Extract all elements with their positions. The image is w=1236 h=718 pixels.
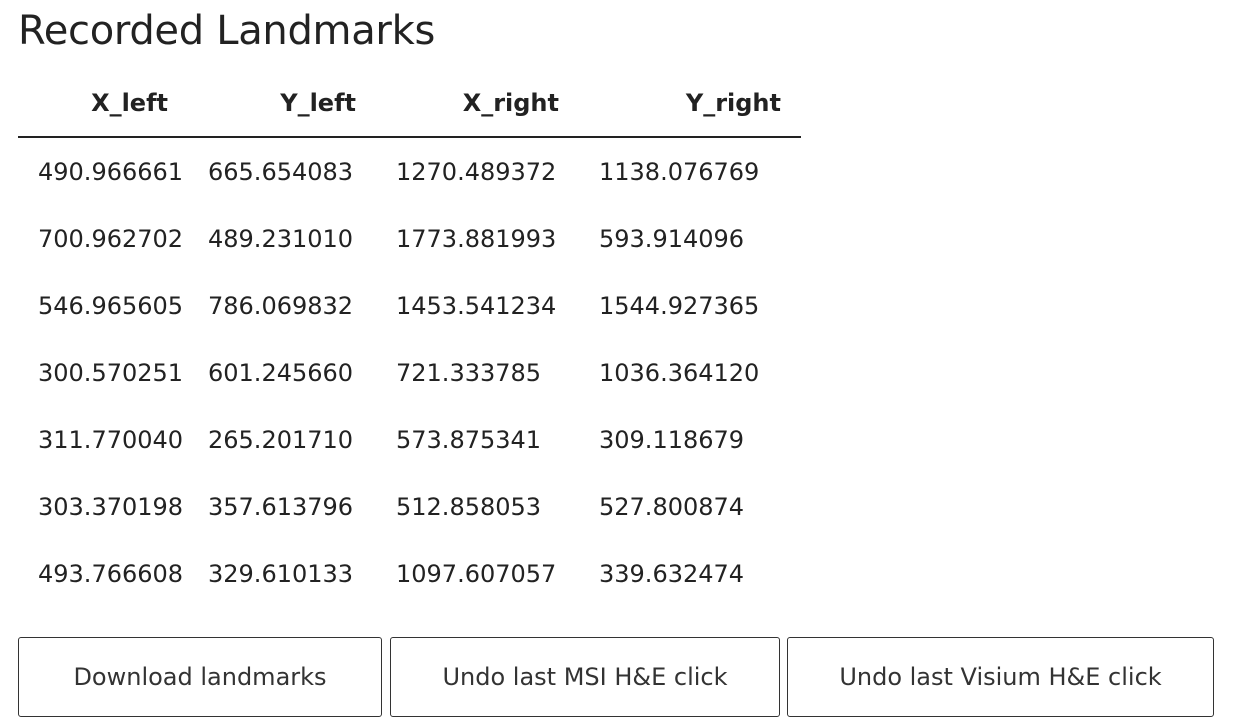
table-row: 311.770040 265.201710 573.875341 309.118… <box>18 406 801 473</box>
table-cell: 601.245660 <box>208 358 354 387</box>
table-cell: 1097.607057 <box>396 559 557 588</box>
table-row: 303.370198 357.613796 512.858053 527.800… <box>18 473 801 540</box>
table-cell: 311.770040 <box>38 425 184 454</box>
table-cell: 1453.541234 <box>396 291 557 320</box>
table-cell: 309.118679 <box>599 425 745 454</box>
column-header-y-left: Y_left <box>188 70 376 138</box>
table-cell: 1544.927365 <box>599 291 760 320</box>
table-cell: 573.875341 <box>396 425 542 454</box>
column-header-y-right: Y_right <box>579 70 801 138</box>
table-cell: 339.632474 <box>599 559 745 588</box>
table-cell: 786.069832 <box>208 291 354 320</box>
landmarks-table-container: X_left Y_left X_right Y_right 490.966661… <box>18 70 801 607</box>
table-cell: 493.766608 <box>38 559 184 588</box>
table-header-row: X_left Y_left X_right Y_right <box>18 70 801 138</box>
table-row: 493.766608 329.610133 1097.607057 339.63… <box>18 540 801 607</box>
table-row: 300.570251 601.245660 721.333785 1036.36… <box>18 339 801 406</box>
table-row: 700.962702 489.231010 1773.881993 593.91… <box>18 205 801 272</box>
table-cell: 489.231010 <box>208 224 354 253</box>
table-cell: 265.201710 <box>208 425 354 454</box>
table-cell: 490.966661 <box>38 157 184 186</box>
table-cell: 700.962702 <box>38 224 184 253</box>
table-cell: 721.333785 <box>396 358 542 387</box>
table-cell: 357.613796 <box>208 492 354 521</box>
undo-visium-click-button[interactable]: Undo last Visium H&E click <box>787 637 1214 717</box>
page-title: Recorded Landmarks <box>18 8 435 54</box>
table-cell: 303.370198 <box>38 492 184 521</box>
table-cell: 1773.881993 <box>396 224 557 253</box>
table-cell: 1036.364120 <box>599 358 760 387</box>
table-cell: 546.965605 <box>38 291 184 320</box>
undo-msi-click-button[interactable]: Undo last MSI H&E click <box>390 637 780 717</box>
column-header-x-left: X_left <box>18 70 188 138</box>
table-row: 546.965605 786.069832 1453.541234 1544.9… <box>18 272 801 339</box>
table-cell: 300.570251 <box>38 358 184 387</box>
table-cell: 1138.076769 <box>599 157 760 186</box>
table-row: 490.966661 665.654083 1270.489372 1138.0… <box>18 137 801 205</box>
table-cell: 329.610133 <box>208 559 354 588</box>
column-header-x-right: X_right <box>376 70 579 138</box>
table-cell: 665.654083 <box>208 157 354 186</box>
table-cell: 512.858053 <box>396 492 542 521</box>
download-landmarks-button[interactable]: Download landmarks <box>18 637 382 717</box>
table-cell: 1270.489372 <box>396 157 557 186</box>
landmarks-table: X_left Y_left X_right Y_right 490.966661… <box>18 70 801 607</box>
table-cell: 593.914096 <box>599 224 745 253</box>
table-cell: 527.800874 <box>599 492 745 521</box>
